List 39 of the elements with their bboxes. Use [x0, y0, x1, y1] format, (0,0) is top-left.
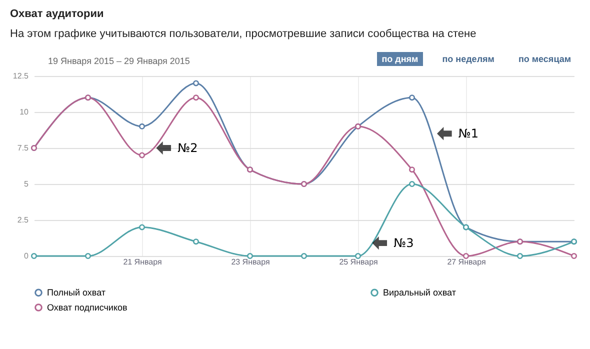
point	[409, 94, 415, 101]
point	[193, 238, 199, 245]
point	[139, 224, 145, 230]
legend-label: Виральный охват	[383, 288, 456, 298]
point	[139, 152, 145, 158]
point	[409, 181, 415, 187]
legend-label: Полный охват	[47, 288, 106, 298]
y-tick-label: 5	[24, 180, 30, 188]
y-tick-label: 0	[24, 252, 30, 260]
point	[139, 123, 145, 130]
legend-label: Охват подписчиков	[47, 302, 128, 312]
y-tick-label: 2.5	[17, 216, 30, 224]
annotation: №2	[178, 141, 198, 155]
annotation: №3	[394, 236, 414, 250]
x-tick-label: 27 Января	[447, 258, 486, 266]
point	[355, 253, 361, 259]
text: по дням	[376, 52, 424, 66]
point	[193, 80, 199, 86]
point	[517, 253, 523, 259]
point	[193, 94, 199, 101]
chart-subtitle: На этом графике учитываются пользователи, просмотревшие записи сообщества на стене	[10, 28, 478, 40]
x-tick-label: 25 Января	[339, 258, 378, 266]
point	[463, 253, 469, 259]
y-tick-label: 7.5	[17, 144, 30, 152]
point	[31, 253, 37, 259]
chart-title: Охват аудитории	[10, 8, 104, 20]
text: по неделям	[441, 53, 496, 66]
point	[85, 253, 91, 259]
point	[301, 253, 307, 259]
y-tick-label: 12.5	[12, 72, 30, 80]
text: по месяцам	[517, 53, 572, 66]
point	[247, 253, 253, 259]
annotation: №1	[458, 126, 479, 141]
point	[571, 253, 577, 259]
point	[409, 166, 415, 173]
y-tick-label: 10	[20, 108, 30, 116]
x-tick-label: 21 Января	[123, 258, 162, 266]
text: 19 Января 2015 – 29 Января 2015	[48, 56, 190, 66]
x-tick-label: 23 Января	[231, 258, 270, 266]
